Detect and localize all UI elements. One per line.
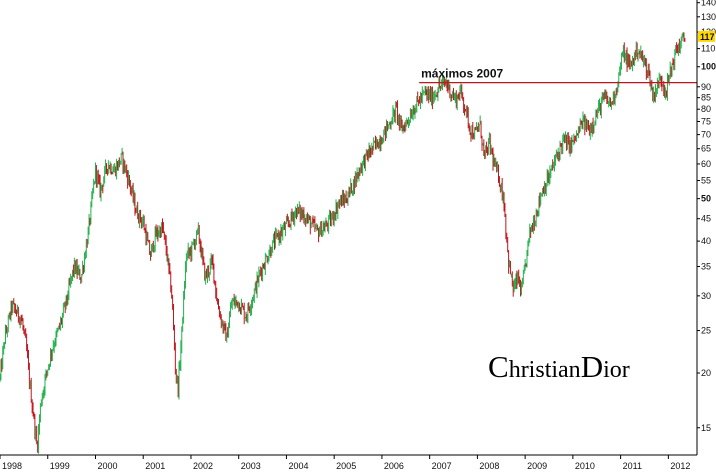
y-tick-label: 20 [701, 368, 711, 378]
y-tick-label: 90 [701, 82, 711, 92]
x-tick-label: 1999 [50, 461, 70, 471]
christian-dior-logo: ChristianDior [488, 349, 630, 384]
price-bars [0, 32, 686, 454]
y-tick-label: 70 [701, 130, 711, 140]
x-tick-label: 2004 [288, 461, 308, 471]
y-tick-label: 45 [701, 214, 711, 224]
y-tick-label: 35 [701, 262, 711, 272]
y-tick-label: 130 [701, 12, 716, 22]
x-tick-label: 2000 [97, 461, 117, 471]
x-tick-label: 2008 [479, 461, 499, 471]
y-tick-label: 30 [701, 291, 711, 301]
x-tick-label: 2002 [193, 461, 213, 471]
y-tick-label: 140 [701, 0, 716, 8]
x-tick-label: 2006 [384, 461, 404, 471]
x-tick-label: 2009 [527, 461, 547, 471]
y-tick-label: 85 [701, 93, 711, 103]
last-price-marker [698, 30, 715, 42]
x-axis: 1998 1999 2000 2001 2002 2003 2004 2005 2006 2007… [0, 455, 690, 471]
x-tick-label: 2001 [145, 461, 165, 471]
y-tick-label: 25 [701, 326, 711, 336]
y-tick-label: 100 [701, 62, 716, 72]
y-tick-label: 50 [701, 194, 711, 204]
last-price-label: 117 [700, 32, 715, 42]
y-tick-label: 110 [701, 44, 715, 54]
x-tick-label: 2007 [432, 461, 452, 471]
annotation-label-maximos-2007: máximos 2007 [421, 67, 503, 81]
y-tick-label: 55 [701, 176, 711, 186]
x-tick-label: 2005 [336, 461, 356, 471]
y-tick-label: 80 [701, 104, 711, 114]
y-tick-label: 75 [701, 116, 711, 126]
x-tick-label: 2012 [670, 461, 690, 471]
y-tick-label: 15 [701, 423, 711, 433]
y-tick-label: 65 [701, 144, 711, 154]
y-tick-label: 60 [701, 159, 711, 169]
x-tick-label: 2011 [623, 461, 642, 471]
x-tick-label: 1998 [2, 461, 22, 471]
x-tick-label: 2010 [575, 461, 595, 471]
y-tick-label: 40 [701, 236, 711, 246]
x-tick-label: 2003 [241, 461, 261, 471]
